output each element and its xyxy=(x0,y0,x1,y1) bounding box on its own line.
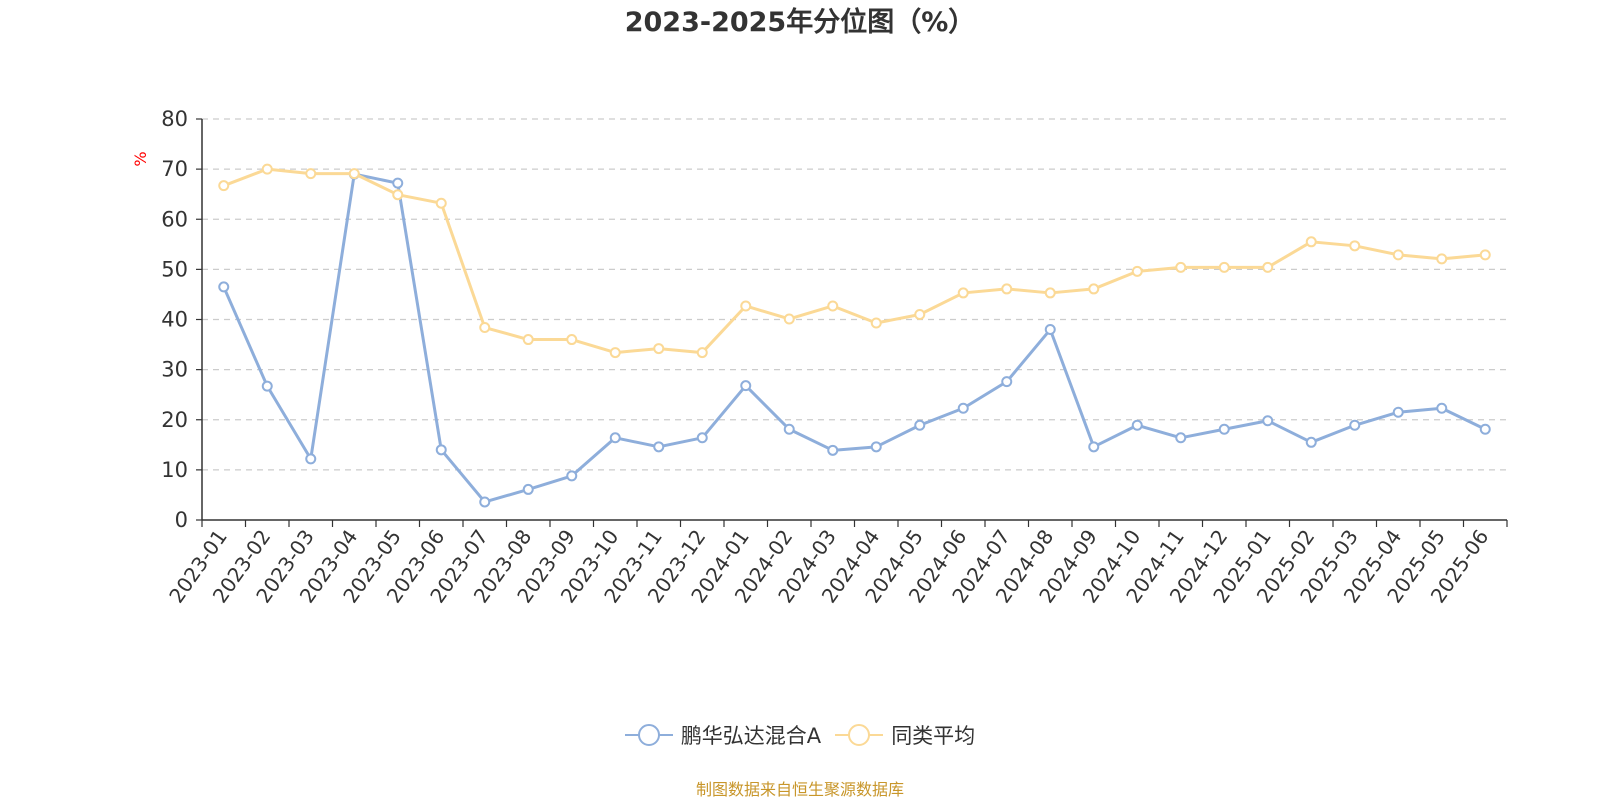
data-point xyxy=(1305,236,1317,248)
data-point xyxy=(783,423,795,435)
axes: 01020304050607080%2023-012023-022023-032… xyxy=(131,107,1508,607)
data-point xyxy=(914,308,926,320)
data-point xyxy=(566,334,578,346)
legend-item-series-2[interactable]: 同类平均 xyxy=(835,720,975,750)
legend-label-series-2: 同类平均 xyxy=(891,724,976,748)
data-point xyxy=(1436,253,1448,265)
data-point xyxy=(870,317,882,329)
data-point xyxy=(870,441,882,453)
data-point xyxy=(435,197,447,209)
data-source-note: 制图数据来自恒生聚源数据库 xyxy=(695,780,904,799)
data-point xyxy=(609,432,621,444)
y-tick-label: 30 xyxy=(161,358,188,382)
legend-label-series-1: 鹏华弘达混合A xyxy=(680,724,822,748)
y-tick-label: 10 xyxy=(161,458,188,482)
chart-title: 2023-2025年分位图（%） xyxy=(624,7,976,38)
legend-item-series-1[interactable]: 鹏华弘达混合A xyxy=(624,720,822,750)
data-point xyxy=(1044,287,1056,299)
data-point xyxy=(957,402,969,414)
y-axis-label: % xyxy=(131,151,150,166)
data-point xyxy=(1392,406,1404,418)
data-point xyxy=(957,287,969,299)
data-point xyxy=(1262,261,1274,273)
series-2 xyxy=(218,163,1491,359)
data-point xyxy=(218,281,230,293)
y-tick-label: 0 xyxy=(175,508,188,532)
data-point xyxy=(1305,436,1317,448)
data-point xyxy=(827,444,839,456)
series-line xyxy=(222,172,1486,504)
legend-marker-series-2 xyxy=(835,724,884,746)
data-point xyxy=(392,177,404,189)
legend-marker-series-1 xyxy=(624,724,673,746)
y-tick-label: 20 xyxy=(161,408,188,432)
data-point xyxy=(653,441,665,453)
data-point xyxy=(1088,441,1100,453)
data-point xyxy=(1131,419,1143,431)
data-point xyxy=(914,419,926,431)
y-tick-label: 40 xyxy=(161,308,188,332)
data-point xyxy=(827,300,839,312)
y-tick-label: 80 xyxy=(161,107,188,131)
data-point xyxy=(435,444,447,456)
y-tick-label: 50 xyxy=(161,257,188,281)
data-point xyxy=(522,334,534,346)
data-point xyxy=(1262,415,1274,427)
data-point xyxy=(348,168,360,180)
y-tick-label: 70 xyxy=(161,157,188,181)
data-point xyxy=(305,453,317,465)
data-point xyxy=(479,496,491,508)
data-point xyxy=(783,313,795,325)
legend: 鹏华弘达混合A 同类平均 xyxy=(0,720,1600,750)
data-point xyxy=(1131,265,1143,277)
data-point xyxy=(1218,261,1230,273)
data-point xyxy=(696,347,708,359)
data-point xyxy=(1175,261,1187,273)
series-1 xyxy=(218,168,1491,508)
data-point xyxy=(479,322,491,334)
data-point xyxy=(609,347,621,359)
data-point xyxy=(1349,240,1361,252)
data-point xyxy=(305,168,317,180)
data-point xyxy=(1088,283,1100,295)
data-point xyxy=(522,483,534,495)
data-point xyxy=(261,163,273,175)
data-point xyxy=(653,343,665,355)
y-tick-label: 60 xyxy=(161,207,188,231)
data-point xyxy=(1479,249,1491,261)
grid-lines xyxy=(202,118,1507,471)
series-lines xyxy=(218,163,1491,508)
series-line xyxy=(223,167,1486,355)
data-point xyxy=(1479,423,1491,435)
data-point xyxy=(1001,376,1013,388)
data-point xyxy=(1349,419,1361,431)
data-point xyxy=(696,432,708,444)
data-point xyxy=(1218,423,1230,435)
data-point xyxy=(392,189,404,201)
data-point xyxy=(566,470,578,482)
data-point xyxy=(1392,249,1404,261)
data-point xyxy=(740,380,752,392)
data-point xyxy=(1436,402,1448,414)
data-point xyxy=(1001,283,1013,295)
data-point xyxy=(1044,324,1056,336)
data-point xyxy=(218,180,230,192)
data-point xyxy=(740,300,752,312)
data-point xyxy=(261,380,273,392)
data-point xyxy=(1175,432,1187,444)
